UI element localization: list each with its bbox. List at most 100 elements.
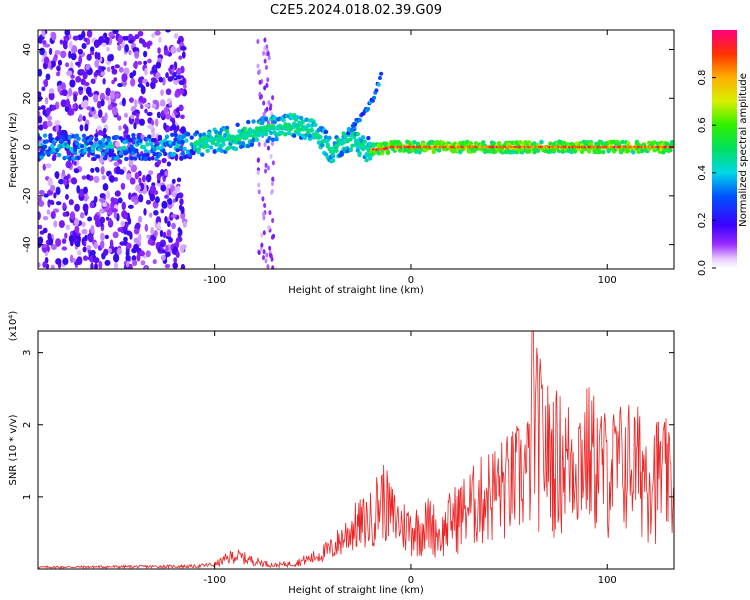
spectrogram-cell [67, 110, 74, 116]
spectrogram-cell [101, 137, 106, 143]
spectrogram-cell [144, 108, 148, 114]
spectrogram-cell [111, 106, 118, 116]
spectrogram-cell [260, 120, 265, 125]
spectrogram-cell [82, 186, 88, 195]
spectrogram-cell [62, 257, 69, 266]
y-tick-label: 3 [22, 349, 33, 355]
spectrogram-cell [165, 251, 171, 257]
spectrogram-cell [233, 146, 239, 152]
spectrogram-cell [48, 88, 55, 94]
spectrogram-cell [366, 135, 371, 141]
spectrogram-cell [266, 77, 270, 83]
spectrogram-cell [69, 79, 76, 88]
spectrogram-cell [66, 70, 73, 77]
spectrogram-cell [133, 61, 138, 69]
spectrogram-cell [163, 151, 168, 157]
spectrogram-cell [140, 85, 146, 95]
spectrogram-cell [38, 211, 41, 221]
spectrogram-cell [90, 148, 95, 154]
spectrogram-cell [256, 38, 260, 44]
spectrogram-cell [349, 127, 354, 132]
spectrogram-cell [171, 118, 176, 126]
bottom-y-axis: 1 2 3 [22, 349, 674, 500]
spectrogram-cell [137, 60, 143, 65]
spectrogram-cell [177, 88, 185, 95]
spectrogram-cell [147, 238, 153, 246]
spectrogram-cell [267, 135, 272, 141]
spectrogram-cell [64, 30, 71, 36]
spectrogram-cell [147, 134, 152, 139]
spectrogram-cell [58, 138, 64, 143]
spectrogram-cell [668, 147, 673, 153]
spectrogram-cell [171, 151, 177, 157]
top-x-axis-label: Height of straight line (km) [288, 285, 424, 296]
spectrogram-cell [194, 130, 200, 135]
spectrogram-cell [61, 89, 68, 97]
spectrogram-cell [267, 225, 271, 231]
spectrogram-cell [125, 254, 131, 262]
spectrogram-cell [153, 230, 158, 238]
spectrogram-cell [76, 136, 81, 141]
spectrogram-cell [55, 136, 60, 141]
spectrogram-cell [270, 256, 274, 262]
spectrogram-cell [224, 125, 230, 131]
spectrogram-cell [58, 220, 65, 228]
spectrogram-cell [175, 74, 182, 80]
spectrogram-cell [102, 127, 107, 134]
spectrogram-cell [127, 217, 132, 225]
spectrogram-cell [75, 61, 81, 66]
spectrogram-cell [205, 148, 210, 154]
spectrogram-cell [141, 97, 147, 104]
spectrogram-cell [271, 177, 275, 183]
spectrogram-cell [138, 250, 145, 257]
spectrogram-cell [435, 140, 440, 145]
spectrogram-cell [42, 163, 47, 171]
spectrogram-cell [65, 224, 71, 231]
top-x-axis: -100 0 100 [203, 30, 617, 286]
spectrogram-cell [136, 253, 141, 262]
spectrogram-cell [182, 146, 187, 152]
spectrogram-cell [89, 46, 95, 53]
spectrogram-cell [155, 61, 162, 69]
spectrogram-cell [61, 169, 66, 177]
spectrogram-cell [89, 201, 95, 209]
spectrogram-cell [83, 240, 87, 247]
spectrogram-cell [267, 55, 271, 61]
spectrogram-cell [98, 197, 105, 203]
spectrogram-cell [625, 141, 631, 146]
spectrogram-cell [68, 87, 73, 97]
spectrogram-cell [257, 182, 261, 188]
spectrogram-cell [111, 68, 118, 75]
spectrogram-cell [120, 220, 125, 228]
spectrogram-cell [130, 114, 135, 120]
spectrogram-cell [297, 132, 302, 137]
spectrogram-cell [145, 152, 150, 158]
spectrogram-cell [122, 81, 127, 86]
spectrogram-cell [392, 139, 398, 145]
spectrogram-cell [148, 212, 153, 218]
spectrogram-cell [120, 182, 126, 190]
spectrogram-cell [164, 216, 168, 224]
spectrogram-cell [38, 68, 43, 77]
spectrogram-cell [100, 166, 105, 175]
spectrogram-cell [129, 72, 135, 79]
spectrogram-cell [131, 111, 138, 116]
spectrogram-cell [81, 43, 87, 50]
spectrogram-cell [81, 30, 86, 39]
spectrogram-cell [85, 64, 90, 71]
spectrogram-cell [43, 193, 49, 198]
spectrogram-cell [150, 119, 155, 126]
spectrogram-cell [179, 244, 185, 253]
spectrogram-cell [123, 67, 130, 76]
spectrogram-cell [235, 122, 240, 127]
spectrogram-cell [60, 134, 65, 139]
spectrogram-cell [90, 78, 96, 85]
spectrogram-cell [134, 34, 140, 40]
spectrogram-cell [51, 156, 57, 161]
spectrogram-cell [262, 249, 266, 255]
spectrogram-cell [151, 132, 156, 138]
spectrogram-cell [558, 139, 564, 145]
spectrogram-cell [127, 137, 133, 143]
spectrogram-cell [132, 156, 138, 161]
spectrogram-cell [223, 132, 228, 138]
